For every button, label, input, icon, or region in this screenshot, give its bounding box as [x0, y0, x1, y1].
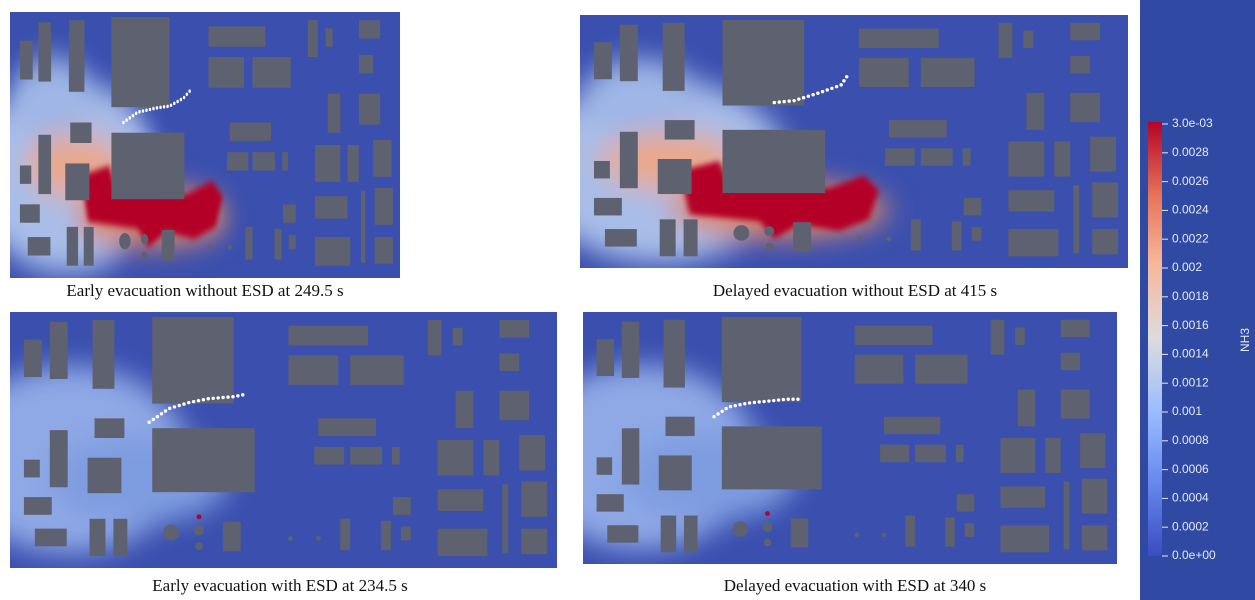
- panel-caption: Delayed evacuation without ESD at 415 s: [713, 281, 997, 300]
- colorbar-tick-label: 0.0022: [1172, 231, 1209, 245]
- colorbar-tick-label: 0.0004: [1172, 491, 1209, 505]
- colorbar-tick-label: 0.0012: [1172, 375, 1209, 389]
- colorbar-tick-label: 0.0026: [1172, 174, 1209, 188]
- panel-caption: Early evacuation without ESD at 249.5 s: [66, 281, 343, 300]
- colorbar-tick-label: 3.0e-03: [1172, 116, 1213, 130]
- evacuees: [147, 392, 246, 424]
- colorbar-tick-label: 0.001: [1172, 404, 1202, 418]
- colorbar-tick-label: 0.0018: [1172, 289, 1209, 303]
- plume: [80, 165, 223, 248]
- colorbar-tick-label: 0.002: [1172, 260, 1202, 274]
- leak-point: [765, 511, 770, 517]
- simulation-panel: [580, 15, 1128, 268]
- colorbar-tick-label: 0.0014: [1172, 347, 1209, 361]
- colorbar-tick-label: 0.0024: [1172, 203, 1209, 217]
- simulation-panel: [10, 12, 400, 278]
- evacuees: [772, 71, 851, 105]
- leak-point: [196, 514, 202, 520]
- colorbar-label: NH3: [1238, 328, 1252, 352]
- plume: [679, 160, 879, 239]
- colorbar: [1148, 122, 1162, 556]
- colorbar-tick-label: 0.0028: [1172, 145, 1209, 159]
- colorbar-tick-label: 0.0006: [1172, 462, 1209, 476]
- colorbar-tick-label: 0.0016: [1172, 318, 1209, 332]
- evacuees: [712, 397, 804, 419]
- panel-caption: Early evacuation with ESD at 234.5 s: [152, 576, 407, 595]
- simulation-panel: [10, 312, 557, 568]
- panel-caption: Delayed evacuation with ESD at 340 s: [724, 576, 987, 595]
- colorbar-tick-label: 0.0e+00: [1172, 548, 1216, 562]
- simulation-panel: [583, 312, 1117, 564]
- colorbar-tick-label: 0.0008: [1172, 433, 1209, 447]
- colorbar-tick-label: 0.0002: [1172, 519, 1209, 533]
- evacuees: [122, 87, 193, 125]
